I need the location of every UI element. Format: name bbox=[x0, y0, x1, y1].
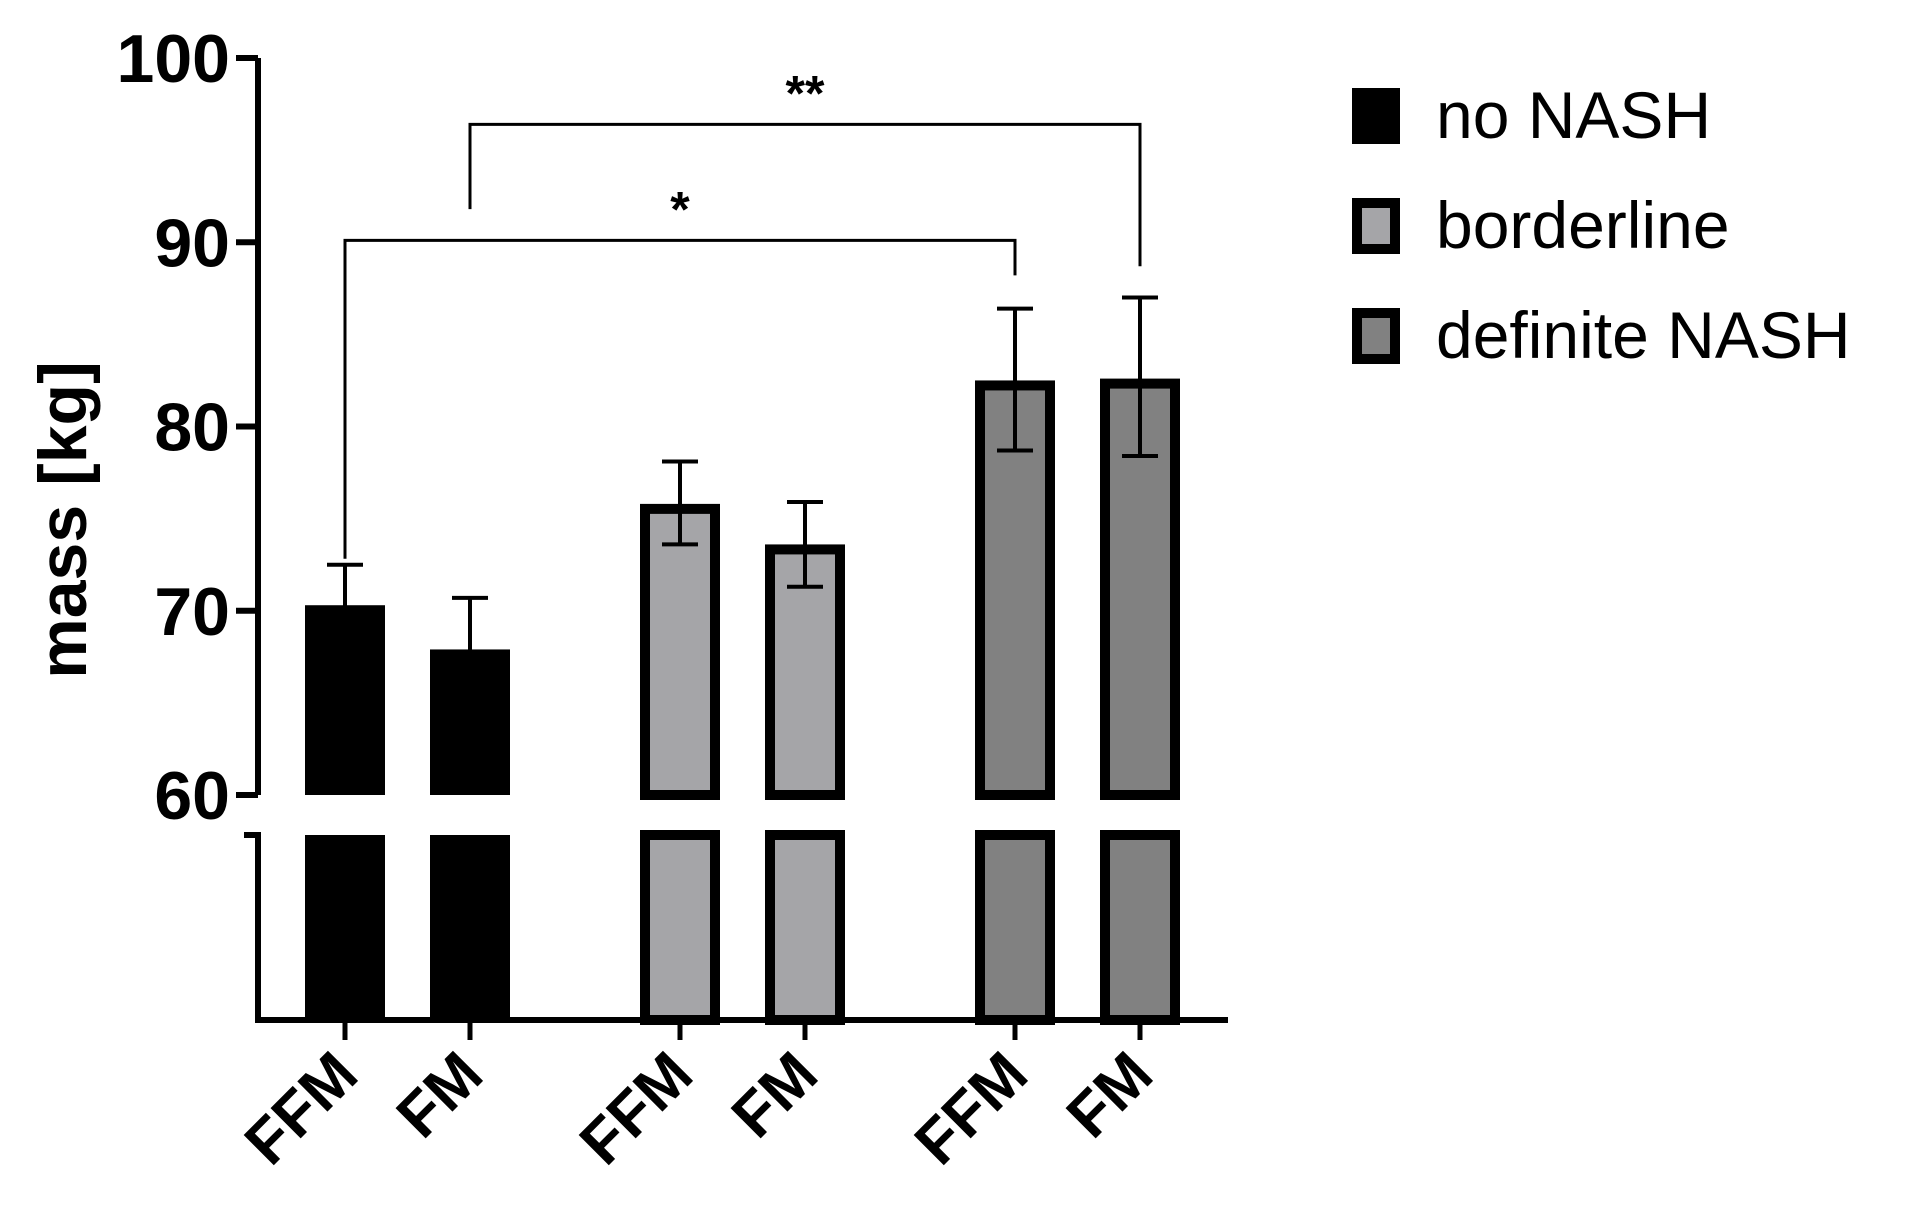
bar-upper bbox=[765, 544, 845, 800]
significance-bracket bbox=[343, 238, 1017, 559]
bar-upper bbox=[975, 380, 1055, 800]
bar-lower bbox=[430, 835, 510, 1020]
y-tick-label: 80 bbox=[154, 390, 230, 466]
y-tick-label: 90 bbox=[154, 205, 230, 281]
y-tick-label: 100 bbox=[117, 21, 230, 97]
legend-label: borderline bbox=[1436, 188, 1730, 262]
bar-lower bbox=[765, 830, 845, 1025]
bar-lower bbox=[640, 830, 720, 1025]
legend-label: no NASH bbox=[1436, 78, 1711, 152]
x-tick-label: FM bbox=[384, 1039, 496, 1151]
significance-bracket bbox=[468, 122, 1142, 267]
bars bbox=[305, 378, 1180, 1025]
x-tick-label: FFM bbox=[902, 1039, 1041, 1178]
significance-label: ** bbox=[786, 65, 825, 121]
bar-lower bbox=[975, 830, 1055, 1025]
y-axis-title: mass [kg] bbox=[25, 361, 101, 678]
error-bars bbox=[327, 295, 1158, 696]
legend-swatch bbox=[1352, 88, 1400, 144]
x-tick-labels: FFM FM FFM FM FFM FM bbox=[232, 1039, 1166, 1178]
bar-upper bbox=[640, 503, 720, 800]
x-tick-label: FM bbox=[719, 1039, 831, 1151]
x-tick-label: FFM bbox=[567, 1039, 706, 1178]
significance-brackets: *** bbox=[343, 65, 1142, 559]
significance-label: * bbox=[670, 181, 690, 237]
legend-swatch bbox=[1352, 308, 1400, 364]
y-tick-label: 60 bbox=[154, 758, 230, 834]
legend-swatch bbox=[1352, 198, 1400, 254]
x-tick-label: FM bbox=[1054, 1039, 1166, 1151]
bar-lower bbox=[305, 835, 385, 1020]
legend: no NASH borderline definite NASH bbox=[1352, 78, 1851, 372]
y-tick-label: 70 bbox=[154, 574, 230, 650]
x-tick-label: FFM bbox=[232, 1039, 371, 1178]
bar-lower bbox=[1100, 830, 1180, 1025]
axes: 60 70 80 90 100 bbox=[117, 21, 1228, 1040]
legend-label: definite NASH bbox=[1436, 298, 1851, 372]
